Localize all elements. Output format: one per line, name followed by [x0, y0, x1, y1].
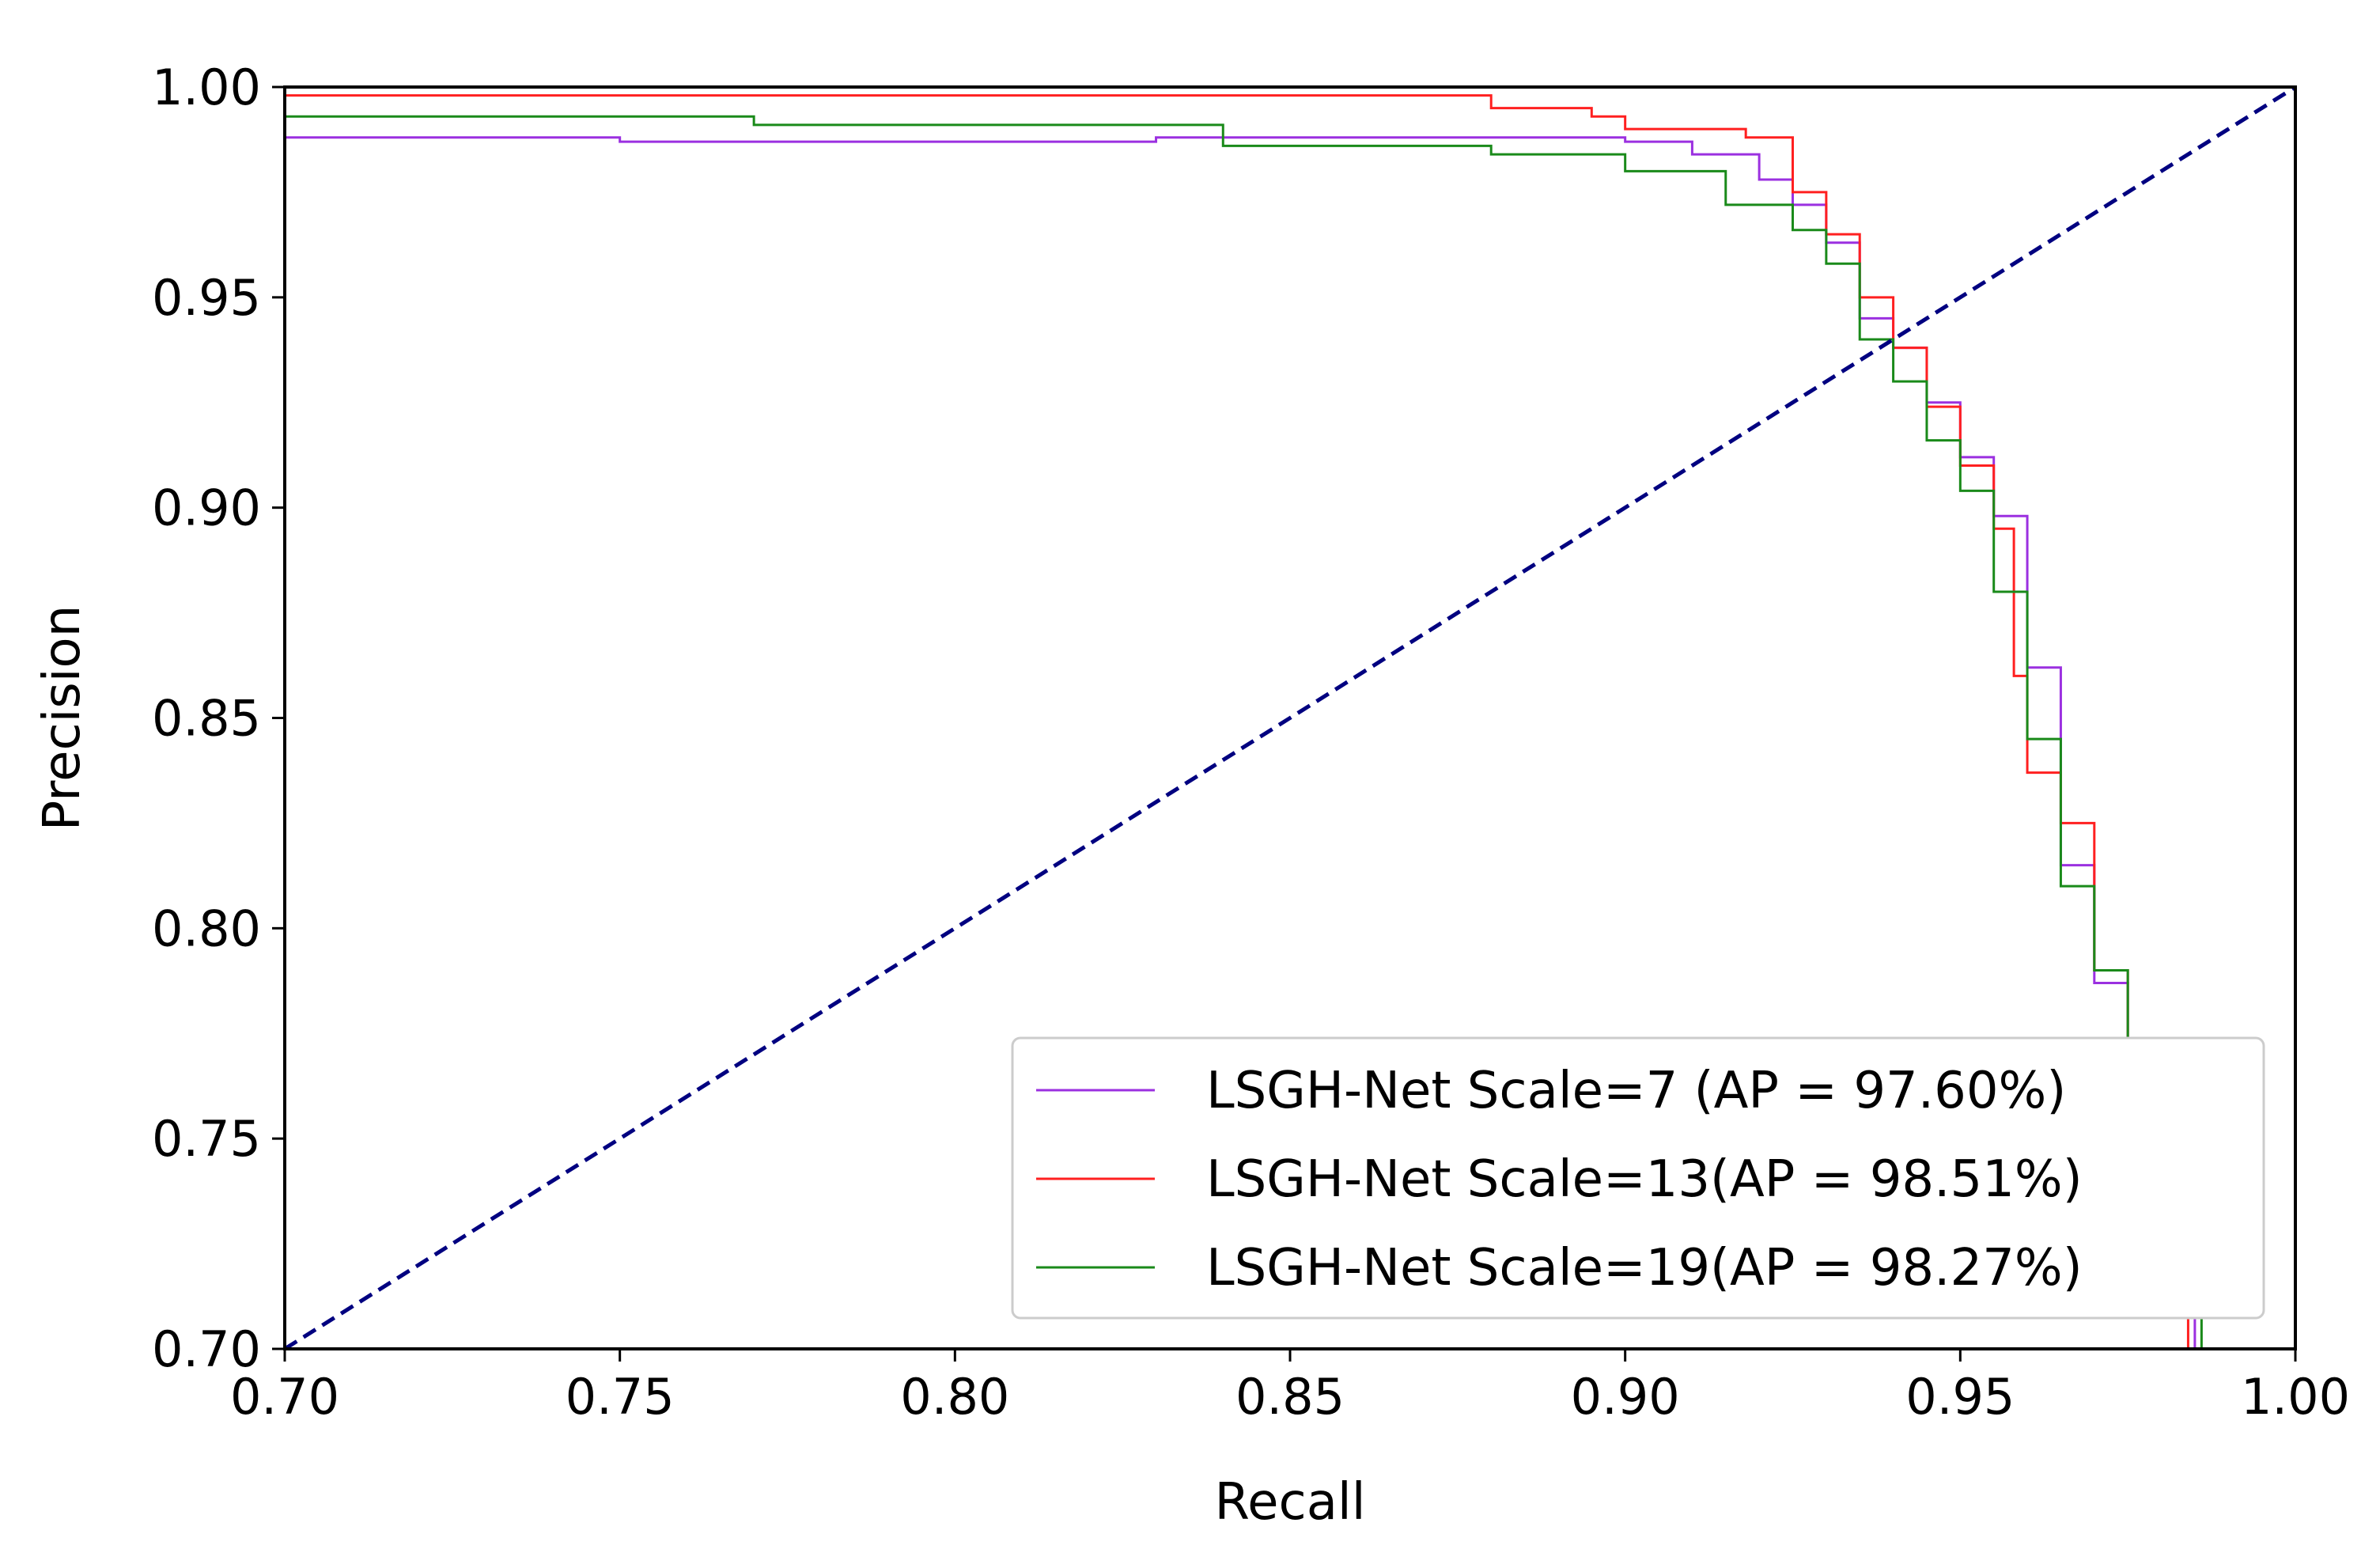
legend: LSGH-Net Scale=7 (AP = 97.60%) LSGH-Net S…	[1011, 1036, 2265, 1320]
legend-box	[1011, 1036, 2265, 1320]
x-tick-label: 0.80	[900, 1368, 1009, 1426]
chance-diagonal-line	[283, 85, 2297, 1351]
plot-series	[283, 85, 2297, 1351]
y-tick-label: 1.00	[152, 59, 261, 116]
y-tick-label: 0.70	[152, 1320, 261, 1378]
x-tick-label: 0.85	[1235, 1368, 1345, 1426]
y-tick-label: 0.80	[152, 900, 261, 957]
y-tick-label: 0.95	[152, 269, 261, 327]
series-line-3	[285, 115, 2203, 1349]
x-axis-ticks: 0.70 0.75 0.80 0.85 0.90 0.95 1.00	[230, 1349, 2350, 1426]
x-tick-label: 0.75	[566, 1368, 675, 1426]
y-axis-title: Precision	[33, 605, 92, 831]
x-axis-title: Recall	[1215, 1473, 1366, 1532]
legend-label-3: LSGH-Net Scale=19(AP = 98.27%)	[1206, 1239, 2083, 1297]
x-tick-label: 1.00	[2241, 1368, 2350, 1426]
y-axis-ticks: 0.70 0.75 0.80 0.85 0.90 0.95 1.00	[152, 59, 285, 1378]
y-tick-label: 0.90	[152, 479, 261, 537]
y-tick-label: 0.75	[152, 1110, 261, 1168]
legend-label-2: LSGH-Net Scale=13(AP = 98.51%)	[1206, 1150, 2083, 1209]
y-tick-label: 0.85	[152, 690, 261, 748]
x-tick-label: 0.95	[1905, 1368, 2015, 1426]
x-tick-label: 0.70	[230, 1368, 339, 1426]
legend-label-1: LSGH-Net Scale=7 (AP = 97.60%)	[1206, 1062, 2066, 1120]
x-tick-label: 0.90	[1571, 1368, 1680, 1426]
